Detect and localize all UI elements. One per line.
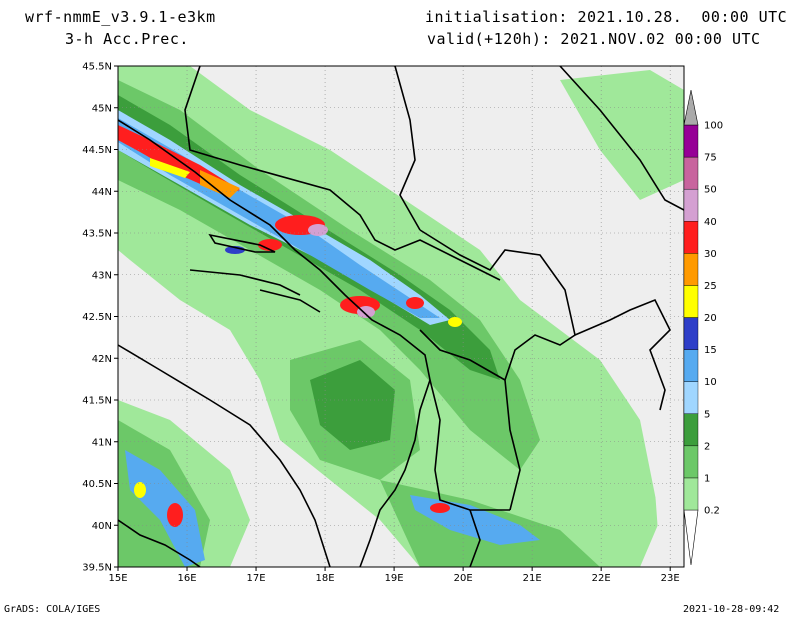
legend-level-label: 20 (704, 313, 717, 324)
lat-label: 42N (92, 354, 112, 365)
lon-label: 16E (178, 573, 197, 584)
country-border (559, 66, 684, 211)
country-border (184, 66, 501, 281)
legend-swatch (683, 349, 699, 382)
lon-label: 23E (661, 573, 680, 584)
legend-level-label: 50 (704, 185, 717, 196)
lon-label: 19E (385, 573, 404, 584)
coastline (118, 119, 431, 567)
legend-swatch (683, 445, 699, 479)
country-border (574, 298, 671, 411)
lon-label: 18E (316, 573, 335, 584)
product-title: 3-h Acc.Prec. (65, 30, 189, 48)
legend-swatch (683, 381, 699, 414)
lon-label: 15E (108, 573, 127, 584)
lat-label: 45N (92, 103, 112, 114)
legend-swatch (683, 124, 699, 158)
footer-credit: GrADS: COLA/IGES (4, 604, 101, 615)
legend-swatch (683, 156, 699, 190)
legend-level-label: 30 (704, 249, 717, 260)
no-precip-area (540, 190, 684, 560)
latitude-axis: 45.5N 45N 44.5N 44N 43.5N 43N 42.5N 42N 41.5N 41N… (82, 62, 118, 574)
precip-core (357, 306, 375, 318)
country-border (394, 66, 421, 231)
legend-level-label: 15 (704, 345, 717, 356)
precip-core (258, 239, 282, 251)
lat-label: 40.5N (82, 479, 112, 490)
precip-core (134, 482, 146, 498)
precip-core (430, 503, 450, 513)
precip-core (406, 297, 424, 309)
lat-label: 39.5N (82, 563, 112, 574)
lon-label: 21E (523, 573, 542, 584)
lat-label: 41N (92, 437, 112, 448)
legend-swatch (683, 317, 699, 350)
legend-swatch (683, 413, 699, 447)
lon-label: 22E (592, 573, 611, 584)
coastline (118, 344, 331, 567)
precip-area-light (560, 70, 684, 200)
valid-time: valid(+120h): 2021.NOV.02 00:00 UTC (427, 30, 761, 48)
precip-area-dark (310, 360, 395, 450)
lon-label: 17E (247, 573, 266, 584)
country-border (419, 229, 576, 511)
legend-level-label: 100 (704, 121, 723, 132)
lat-label: 44N (92, 187, 112, 198)
legend-level-label: 75 (704, 153, 717, 164)
precip-area-20 (150, 158, 190, 178)
init-time: initialisation: 2021.10.28. 00:00 UTC (425, 8, 788, 26)
lat-label: 40N (92, 521, 112, 532)
lat-label: 41.5N (82, 396, 112, 407)
legend-arrow-low (683, 509, 699, 566)
legend-swatch (683, 285, 699, 318)
island (208, 233, 276, 253)
legend-swatch (683, 477, 699, 511)
precip-core (167, 503, 183, 527)
lat-label: 42.5N (82, 312, 112, 323)
legend-swatch (683, 253, 699, 286)
legend-level-label: 10 (704, 377, 717, 388)
legend-level-label: 2 (704, 441, 710, 452)
model-title: wrf-nmmE_v3.9.1-e3km (25, 8, 216, 26)
legend-arrow-high (683, 89, 699, 126)
longitude-axis: 15E 16E 17E 18E 19E 20E 21E 22E 23E (108, 567, 680, 584)
island (259, 289, 321, 313)
lat-label: 45.5N (82, 62, 112, 73)
lat-label: 43.5N (82, 229, 112, 240)
country-border (429, 379, 510, 511)
island (189, 269, 301, 296)
lat-label: 44.5N (82, 145, 112, 156)
legend-level-label: 25 (704, 281, 717, 292)
legend-level-label: 5 (704, 409, 710, 420)
footer-timestamp: 2021-10-28-09:42 (683, 604, 780, 615)
country-border (419, 329, 506, 381)
coastlines-borders (118, 66, 684, 567)
precip-core (448, 317, 462, 327)
lat-label: 43N (92, 270, 112, 281)
country-border (469, 509, 481, 567)
precip-area-10 (125, 450, 205, 567)
legend-swatch (683, 221, 699, 254)
legend-level-label: 0.2 (704, 506, 720, 517)
legend-level-label: 40 (704, 217, 717, 228)
lon-label: 20E (454, 573, 473, 584)
legend-swatch (683, 188, 699, 222)
legend-level-label: 1 (704, 473, 710, 484)
coastline (118, 519, 201, 567)
